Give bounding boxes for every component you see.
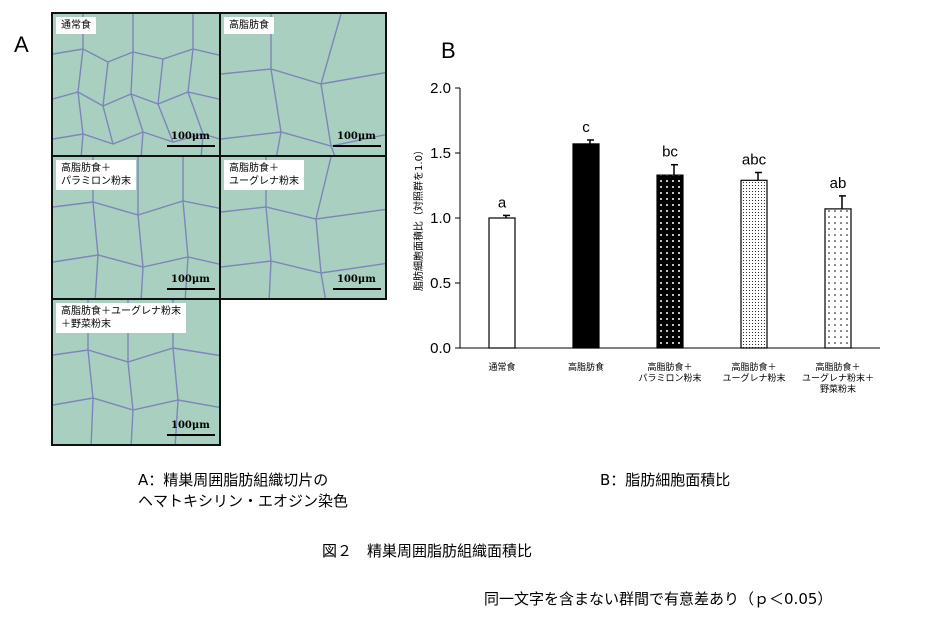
x-tick-label: 高脂肪食 (568, 361, 604, 373)
y-tick-label: 0.5 (430, 275, 451, 292)
y-tick-label: 2.0 (430, 80, 451, 97)
adipose-cells-image (221, 157, 385, 298)
bar (740, 179, 768, 349)
significance-letter: abc (742, 152, 767, 169)
significance-letter: a (498, 194, 507, 211)
micrograph-label: 通常食 (56, 17, 96, 34)
x-tick-label: 通常食 (488, 361, 515, 373)
micrograph-normal-diet: 通常食 100μm (51, 12, 221, 157)
scale-bar (333, 288, 381, 290)
scale-label: 100μm (171, 420, 210, 431)
micrograph-high-fat: 高脂肪食 100μm (219, 12, 387, 157)
micrograph-label: 高脂肪食＋ ユーグレナ粉末 (224, 160, 304, 190)
area-ratio-bar-chart: 脂肪細胞面積比（対照群を1.0） 0.0 0.5 1.0 1.5 2.0 a c bc abc… (412, 80, 880, 395)
micrograph-label: 高脂肪食 (224, 17, 274, 34)
caption-a: A：精巣周囲脂肪組織切片の ヘマトキシリン・エオジン染色 (138, 471, 349, 510)
scale-bar (167, 145, 215, 147)
adipose-cells-image (53, 157, 219, 298)
figure-title: 図２ 精巣周囲脂肪組織面積比 (322, 542, 533, 560)
x-tick-label: 高脂肪食＋ユーグレナ粉末＋野菜粉末 (802, 361, 874, 395)
significance-footnote: 同一文字を含まない群間で有意差あり（ｐ＜0.05） (484, 590, 833, 608)
micrograph-label: 高脂肪食＋ パラミロン粉末 (56, 160, 136, 190)
micrograph-euglena-vegetable: 高脂肪食＋ユーグレナ粉末 ＋野菜粉末 100μm (51, 298, 221, 446)
adipose-cells-image (53, 14, 219, 155)
scale-label: 100μm (337, 131, 376, 142)
scale-label: 100μm (171, 131, 210, 142)
y-tick-label: 0.0 (430, 340, 451, 357)
y-axis-label: 脂肪細胞面積比（対照群を1.0） (412, 145, 425, 291)
scale-label: 100μm (337, 274, 376, 285)
scale-bar (167, 434, 215, 436)
chart-bars: a c bc abc ab (488, 119, 852, 349)
micrograph-paramylon: 高脂肪食＋ パラミロン粉末 100μm (51, 155, 221, 300)
bar (656, 174, 684, 349)
bar (488, 217, 516, 349)
micrograph-label: 高脂肪食＋ユーグレナ粉末 ＋野菜粉末 (56, 303, 186, 333)
x-tick-label: 高脂肪食＋ユーグレナ粉末 (722, 361, 785, 384)
scale-bar (167, 288, 215, 290)
panel-a-letter: A (14, 32, 29, 57)
micrograph-grid: 通常食 100μm 高脂肪食 100μm 高脂肪食＋ パラミロ (51, 12, 387, 446)
significance-letter: ab (830, 175, 847, 192)
x-tick-label: 高脂肪食＋パラミロン粉末 (638, 361, 701, 384)
scale-bar (333, 145, 381, 147)
bar (824, 208, 852, 349)
panel-b-letter: B (441, 38, 456, 63)
scale-label: 100μm (171, 274, 210, 285)
y-tick-label: 1.0 (430, 210, 451, 227)
significance-letter: bc (662, 144, 678, 161)
adipose-cells-image (221, 14, 385, 155)
chart-axes: 0.0 0.5 1.0 1.5 2.0 (430, 80, 880, 357)
x-tick-labels: 通常食 高脂肪食 高脂肪食＋パラミロン粉末高脂肪食＋ユーグレナ粉末高脂肪食＋ユーグレ… (488, 361, 874, 395)
micrograph-euglena: 高脂肪食＋ ユーグレナ粉末 100μm (219, 155, 387, 300)
bar (572, 143, 600, 349)
significance-letter: c (582, 119, 590, 136)
caption-b: B：脂肪細胞面積比 (600, 471, 731, 489)
y-tick-label: 1.5 (430, 145, 451, 162)
